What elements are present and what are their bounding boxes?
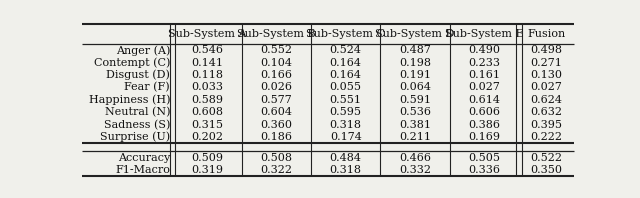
Text: 0.360: 0.360 bbox=[260, 120, 292, 130]
Text: 0.027: 0.027 bbox=[531, 82, 562, 92]
Text: 0.174: 0.174 bbox=[330, 132, 362, 142]
Text: 0.198: 0.198 bbox=[399, 58, 431, 68]
Text: 0.118: 0.118 bbox=[191, 70, 223, 80]
Text: 0.591: 0.591 bbox=[399, 95, 431, 105]
Text: 0.505: 0.505 bbox=[468, 153, 500, 163]
Text: 0.536: 0.536 bbox=[399, 107, 431, 117]
Text: Anger (A): Anger (A) bbox=[116, 45, 170, 56]
Text: 0.589: 0.589 bbox=[191, 95, 223, 105]
Text: 0.027: 0.027 bbox=[468, 82, 500, 92]
Text: Neutral (N): Neutral (N) bbox=[104, 107, 170, 117]
Text: 0.551: 0.551 bbox=[330, 95, 362, 105]
Text: 0.332: 0.332 bbox=[399, 165, 431, 175]
Text: 0.466: 0.466 bbox=[399, 153, 431, 163]
Text: 0.026: 0.026 bbox=[260, 82, 292, 92]
Text: 0.222: 0.222 bbox=[530, 132, 563, 142]
Text: 0.186: 0.186 bbox=[260, 132, 292, 142]
Text: 0.508: 0.508 bbox=[260, 153, 292, 163]
Text: 0.595: 0.595 bbox=[330, 107, 362, 117]
Text: 0.271: 0.271 bbox=[531, 58, 562, 68]
Text: Sub-System E: Sub-System E bbox=[445, 29, 524, 39]
Text: 0.350: 0.350 bbox=[530, 165, 563, 175]
Text: 0.191: 0.191 bbox=[399, 70, 431, 80]
Text: 0.524: 0.524 bbox=[330, 45, 362, 55]
Text: 0.322: 0.322 bbox=[260, 165, 292, 175]
Text: 0.552: 0.552 bbox=[260, 45, 292, 55]
Text: 0.577: 0.577 bbox=[260, 95, 292, 105]
Text: Happiness (H): Happiness (H) bbox=[88, 95, 170, 105]
Text: 0.130: 0.130 bbox=[530, 70, 563, 80]
Text: 0.318: 0.318 bbox=[330, 120, 362, 130]
Text: 0.490: 0.490 bbox=[468, 45, 500, 55]
Text: 0.608: 0.608 bbox=[191, 107, 223, 117]
Text: 0.546: 0.546 bbox=[191, 45, 223, 55]
Text: Fear (F): Fear (F) bbox=[124, 82, 170, 93]
Text: F1-Macro: F1-Macro bbox=[115, 165, 170, 175]
Text: 0.315: 0.315 bbox=[191, 120, 223, 130]
Text: 0.064: 0.064 bbox=[399, 82, 431, 92]
Text: 0.104: 0.104 bbox=[260, 58, 292, 68]
Text: 0.522: 0.522 bbox=[530, 153, 563, 163]
Text: Accuracy: Accuracy bbox=[118, 153, 170, 163]
Text: Sadness (S): Sadness (S) bbox=[104, 119, 170, 130]
Text: 0.604: 0.604 bbox=[260, 107, 292, 117]
Text: 0.169: 0.169 bbox=[468, 132, 500, 142]
Text: 0.624: 0.624 bbox=[530, 95, 563, 105]
Text: 0.606: 0.606 bbox=[468, 107, 500, 117]
Text: 0.164: 0.164 bbox=[330, 58, 362, 68]
Text: Disgust (D): Disgust (D) bbox=[106, 70, 170, 80]
Text: Sub-System A: Sub-System A bbox=[168, 29, 246, 39]
Text: 0.319: 0.319 bbox=[191, 165, 223, 175]
Text: Sub-System B: Sub-System B bbox=[237, 29, 316, 39]
Text: Contempt (C): Contempt (C) bbox=[93, 57, 170, 68]
Text: 0.211: 0.211 bbox=[399, 132, 431, 142]
Text: 0.318: 0.318 bbox=[330, 165, 362, 175]
Text: 0.033: 0.033 bbox=[191, 82, 223, 92]
Text: 0.202: 0.202 bbox=[191, 132, 223, 142]
Text: 0.141: 0.141 bbox=[191, 58, 223, 68]
Text: 0.395: 0.395 bbox=[530, 120, 563, 130]
Text: 0.509: 0.509 bbox=[191, 153, 223, 163]
Text: 0.632: 0.632 bbox=[530, 107, 563, 117]
Text: 0.336: 0.336 bbox=[468, 165, 500, 175]
Text: Sub-System C: Sub-System C bbox=[306, 29, 385, 39]
Text: 0.166: 0.166 bbox=[260, 70, 292, 80]
Text: 0.498: 0.498 bbox=[530, 45, 563, 55]
Text: 0.487: 0.487 bbox=[399, 45, 431, 55]
Text: Surprise (U): Surprise (U) bbox=[100, 132, 170, 142]
Text: Sub-System D: Sub-System D bbox=[375, 29, 454, 39]
Text: 0.614: 0.614 bbox=[468, 95, 500, 105]
Text: 0.233: 0.233 bbox=[468, 58, 500, 68]
Text: 0.386: 0.386 bbox=[468, 120, 500, 130]
Text: 0.381: 0.381 bbox=[399, 120, 431, 130]
Text: 0.484: 0.484 bbox=[330, 153, 362, 163]
Text: 0.164: 0.164 bbox=[330, 70, 362, 80]
Text: 0.055: 0.055 bbox=[330, 82, 362, 92]
Text: 0.161: 0.161 bbox=[468, 70, 500, 80]
Text: Fusion: Fusion bbox=[527, 29, 565, 39]
